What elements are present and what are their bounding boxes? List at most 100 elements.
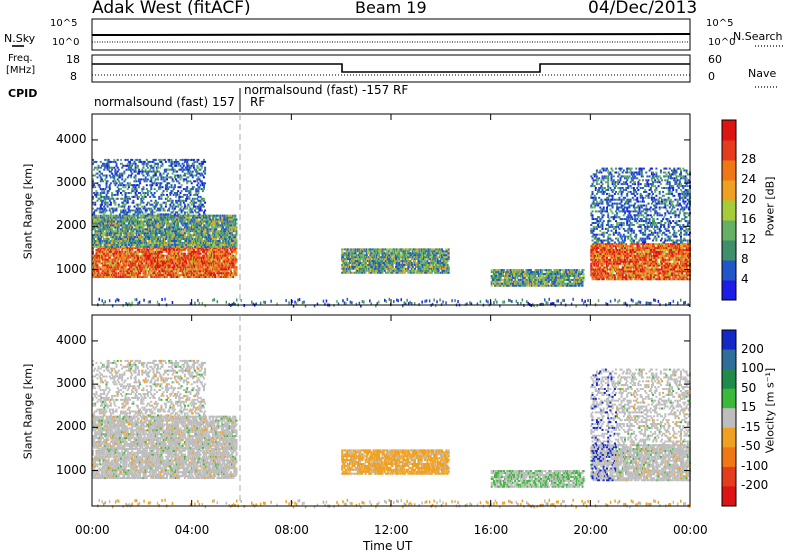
scatter-cell xyxy=(235,250,238,253)
scatter-cell xyxy=(103,168,106,171)
scatter-cell xyxy=(103,190,106,193)
scatter-cell xyxy=(112,211,115,214)
scatter-cell xyxy=(172,252,175,255)
scatter-cell xyxy=(92,250,94,253)
scatter-cell xyxy=(122,256,125,259)
scatter-cell xyxy=(183,228,186,231)
scatter-cell xyxy=(152,274,155,277)
scatter-cell xyxy=(163,264,166,267)
scatter-cell xyxy=(95,193,98,196)
scatter-cell xyxy=(130,192,133,194)
scatter-cell xyxy=(117,276,120,278)
scatter-cell xyxy=(153,218,156,221)
scatter-cell xyxy=(99,254,102,257)
scatter-cell xyxy=(161,164,164,167)
scatter-cell xyxy=(166,250,168,253)
scatter-cell xyxy=(144,268,147,271)
scatter-cell xyxy=(196,160,199,163)
scatter-cell xyxy=(192,164,195,167)
scatter-cell xyxy=(134,274,137,277)
scatter-cell xyxy=(181,195,184,198)
scatter-cell xyxy=(94,264,97,267)
scatter-cell xyxy=(148,252,151,255)
scatter-cell xyxy=(186,264,189,267)
scatter-cell xyxy=(112,180,115,183)
scatter-cell xyxy=(179,201,182,204)
scatter-cell xyxy=(115,234,118,237)
scatter-cell xyxy=(151,234,154,237)
scatter-cell xyxy=(166,190,168,193)
scatter-cell xyxy=(180,176,183,179)
scatter-cell xyxy=(143,193,146,196)
scatter-cell xyxy=(173,250,176,253)
scatter-cell xyxy=(189,256,192,259)
scatter-cell xyxy=(94,272,97,275)
scatter-cell xyxy=(151,270,154,273)
scatter-cell xyxy=(113,246,116,249)
scatter-cell xyxy=(182,274,185,277)
scatter-cell xyxy=(108,199,111,202)
scatter-cell xyxy=(182,180,185,183)
scatter-cell xyxy=(381,260,384,263)
scatter-cell xyxy=(117,180,120,183)
scatter-cell xyxy=(116,250,119,253)
scatter-cell xyxy=(173,207,176,210)
scatter-cell xyxy=(155,260,158,263)
scatter-cell xyxy=(198,178,201,181)
scatter-cell xyxy=(139,272,142,275)
scatter-cell xyxy=(95,260,98,263)
scatter-cell xyxy=(192,199,195,202)
scatter-cell xyxy=(121,241,124,244)
scatter-cell xyxy=(142,236,145,239)
scatter-cell xyxy=(96,199,99,202)
scatter-cell xyxy=(143,272,146,275)
scatter-cell xyxy=(144,272,147,275)
scatter-cell xyxy=(164,213,167,216)
scatter-cell xyxy=(187,270,190,273)
scatter-cell xyxy=(172,228,175,231)
scatter-cell xyxy=(115,172,118,175)
scatter-cell xyxy=(183,174,186,177)
scatter-cell xyxy=(93,266,96,269)
scatter-cell xyxy=(109,248,112,251)
scatter-cell xyxy=(183,264,186,267)
scatter-cell xyxy=(152,160,155,163)
scatter-cell xyxy=(158,248,161,251)
scatter-cell xyxy=(159,186,162,189)
scatter-cell xyxy=(126,197,129,200)
scatter-cell xyxy=(107,252,110,255)
scatter-cell xyxy=(167,252,170,255)
scatter-cell xyxy=(96,254,99,257)
scatter-cell xyxy=(150,188,153,191)
scatter-cell xyxy=(101,274,103,277)
scatter-cell xyxy=(104,264,107,267)
scatter-cell xyxy=(105,276,108,278)
scatter-cell xyxy=(160,260,163,263)
scatter-cell xyxy=(167,176,170,179)
scatter-cell xyxy=(107,218,110,221)
scatter-cell xyxy=(364,262,367,264)
scatter-cell xyxy=(143,238,146,240)
scatter-cell xyxy=(106,260,109,263)
scatter-cell xyxy=(179,164,182,167)
scatter-cell xyxy=(146,264,149,267)
scatter-cell xyxy=(190,250,193,253)
scatter-cell xyxy=(124,199,127,202)
scatter-cell xyxy=(118,276,121,278)
scatter-cell xyxy=(127,195,130,198)
scatter-cell xyxy=(99,268,102,271)
scatter-cell xyxy=(116,178,119,181)
scatter-cell xyxy=(177,276,180,278)
scatter-cell xyxy=(129,248,131,251)
scatter-cell xyxy=(150,218,153,221)
scatter-cell xyxy=(212,240,214,242)
scatter-cell xyxy=(194,180,196,183)
scatter-cell xyxy=(197,195,200,198)
scatter-cell xyxy=(171,172,174,175)
scatter-cell xyxy=(122,260,125,263)
scatter-cell xyxy=(234,214,237,217)
scatter-cell xyxy=(200,248,203,251)
scatter-cell xyxy=(144,254,147,257)
scatter-cell xyxy=(172,262,175,265)
scatter-cell xyxy=(95,272,98,275)
